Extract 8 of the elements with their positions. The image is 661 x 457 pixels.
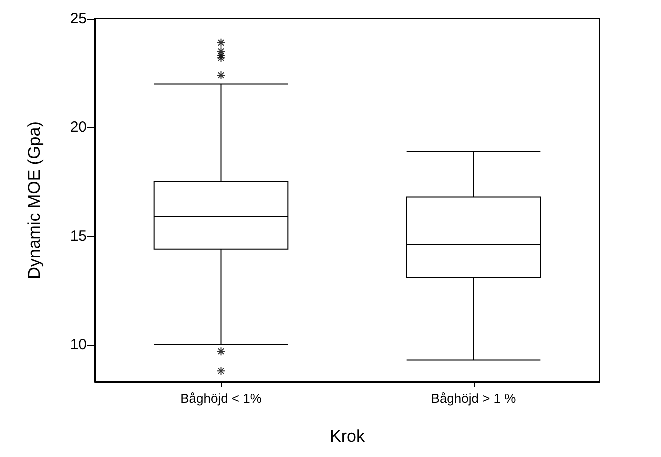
y-axis-title: Dynamic MOE (Gpa) (25, 122, 44, 280)
x-tick-label: Båghöjd < 1% (180, 391, 262, 406)
y-tick-label: 20 (70, 119, 87, 136)
y-tick-label: 25 (70, 10, 87, 28)
x-tick-label: Båghöjd > 1 % (431, 391, 517, 406)
x-axis-title: Krok (330, 427, 366, 446)
y-tick-label: 15 (70, 228, 87, 245)
y-tick-label: 10 (70, 336, 87, 354)
